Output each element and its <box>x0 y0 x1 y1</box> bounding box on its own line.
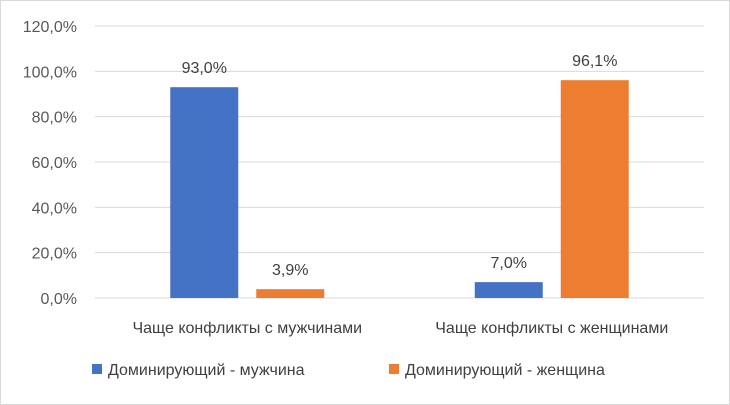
y-tick-label: 60,0% <box>32 155 77 172</box>
data-label: 3,9% <box>272 262 308 279</box>
legend-swatch <box>92 364 102 374</box>
y-axis-tick-labels: 0,0% 20,0% 40,0% 60,0% 80,0% 100,0% 120,0% <box>23 19 77 308</box>
data-label: 93,0% <box>182 60 227 77</box>
data-labels: 93,0% 3,9% 7,0% 96,1% <box>182 53 618 279</box>
bars <box>170 80 629 298</box>
category-labels: Чаще конфликты с мужчинами Чаще конфликты… <box>132 320 668 337</box>
bar <box>560 80 629 298</box>
legend-label: Доминирующий - женщина <box>405 362 605 379</box>
data-label: 7,0% <box>491 255 527 272</box>
y-tick-label: 20,0% <box>32 246 77 263</box>
legend-label: Доминирующий - мужчина <box>108 362 305 379</box>
legend-swatch <box>389 364 399 374</box>
bar <box>474 282 543 298</box>
category-label: Чаще конфликты с мужчинами <box>132 320 362 337</box>
y-tick-label: 40,0% <box>32 200 77 217</box>
data-label: 96,1% <box>572 53 617 70</box>
bar <box>256 289 325 298</box>
y-tick-label: 80,0% <box>32 110 77 127</box>
y-tick-label: 120,0% <box>23 19 77 36</box>
y-tick-label: 0,0% <box>41 291 77 308</box>
legend: Доминирующий - мужчина Доминирующий - жен… <box>92 362 605 379</box>
bar <box>170 87 239 298</box>
category-label: Чаще конфликты с женщинами <box>435 320 668 337</box>
y-tick-label: 100,0% <box>23 64 77 81</box>
